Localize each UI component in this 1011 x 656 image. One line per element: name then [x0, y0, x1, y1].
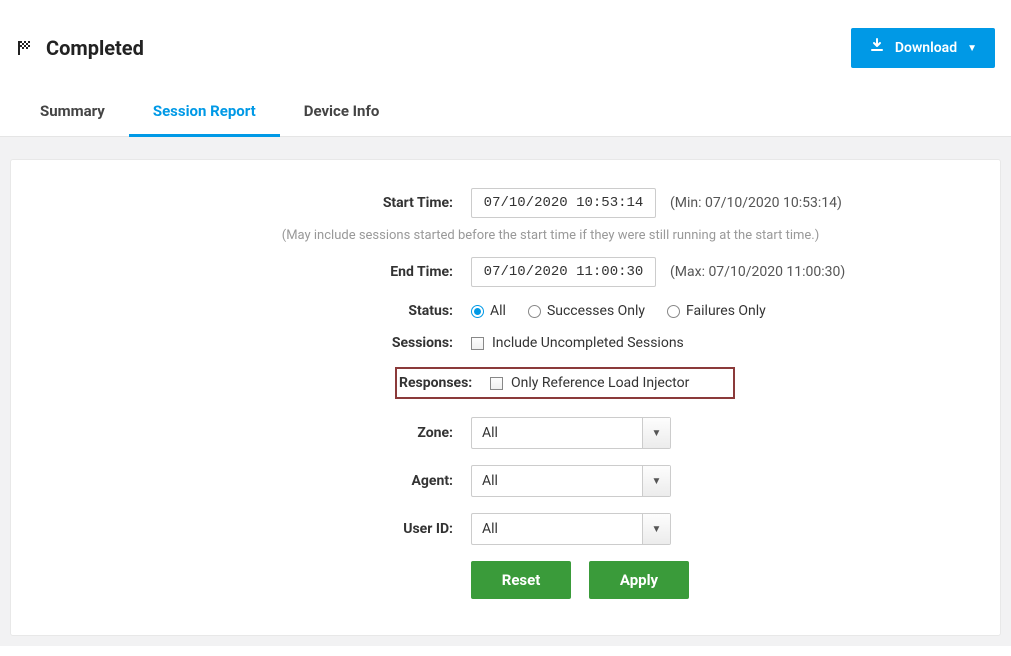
page-title: Completed [46, 36, 144, 60]
status-radio-failures[interactable]: Failures Only [667, 303, 766, 319]
start-time-hint: (Min: 07/10/2020 10:53:14) [670, 195, 842, 211]
end-time-hint: (Max: 07/10/2020 11:00:30) [670, 264, 845, 280]
user-id-select-value: All [472, 521, 508, 537]
radio-icon [667, 305, 680, 318]
start-time-note: (May include sessions started before the… [51, 228, 960, 243]
sessions-label: Sessions: [51, 335, 471, 351]
status-radio-successes-label: Successes Only [547, 303, 645, 319]
radio-icon [471, 305, 484, 318]
filter-form: Start Time: (Min: 07/10/2020 10:53:14) (… [10, 159, 1001, 636]
start-time-input[interactable] [471, 188, 656, 218]
tab-summary[interactable]: Summary [16, 90, 129, 136]
chevron-down-icon: ▼ [967, 43, 977, 54]
agent-select-value: All [472, 473, 508, 489]
apply-button[interactable]: Apply [589, 561, 689, 599]
responses-checkbox-label: Only Reference Load Injector [511, 375, 689, 391]
page-header: Completed Download ▼ [0, 0, 1011, 68]
zone-select[interactable]: All ▼ [471, 417, 671, 449]
zone-label: Zone: [51, 425, 471, 441]
chevron-down-icon: ▼ [642, 418, 670, 448]
status-radio-failures-label: Failures Only [686, 303, 766, 319]
download-icon [869, 38, 885, 58]
sessions-checkbox-label: Include Uncompleted Sessions [492, 335, 684, 351]
status-label: Status: [51, 303, 471, 319]
checkbox-icon [471, 337, 484, 350]
status-radio-successes[interactable]: Successes Only [528, 303, 645, 319]
tabs: Summary Session Report Device Info [0, 90, 1011, 137]
start-time-label: Start Time: [51, 195, 471, 211]
status-radio-all[interactable]: All [471, 303, 506, 319]
responses-label: Responses: [397, 375, 472, 391]
agent-select[interactable]: All ▼ [471, 465, 671, 497]
agent-label: Agent: [51, 473, 471, 489]
sessions-checkbox[interactable]: Include Uncompleted Sessions [471, 335, 684, 351]
download-button[interactable]: Download ▼ [851, 28, 995, 68]
tab-session-report[interactable]: Session Report [129, 90, 280, 137]
end-time-input[interactable] [471, 257, 656, 287]
responses-checkbox[interactable]: Only Reference Load Injector [490, 375, 689, 391]
chevron-down-icon: ▼ [642, 514, 670, 544]
radio-icon [528, 305, 541, 318]
end-time-label: End Time: [51, 264, 471, 280]
chevron-down-icon: ▼ [642, 466, 670, 496]
status-radio-all-label: All [490, 303, 506, 319]
user-id-label: User ID: [51, 521, 471, 537]
responses-highlight: Responses: Only Reference Load Injector [395, 367, 735, 399]
download-label: Download [895, 40, 957, 56]
tab-device-info[interactable]: Device Info [280, 90, 404, 136]
reset-button[interactable]: Reset [471, 561, 571, 599]
completed-flag-icon [16, 39, 34, 57]
zone-select-value: All [472, 425, 508, 441]
user-id-select[interactable]: All ▼ [471, 513, 671, 545]
checkbox-icon [490, 377, 503, 390]
